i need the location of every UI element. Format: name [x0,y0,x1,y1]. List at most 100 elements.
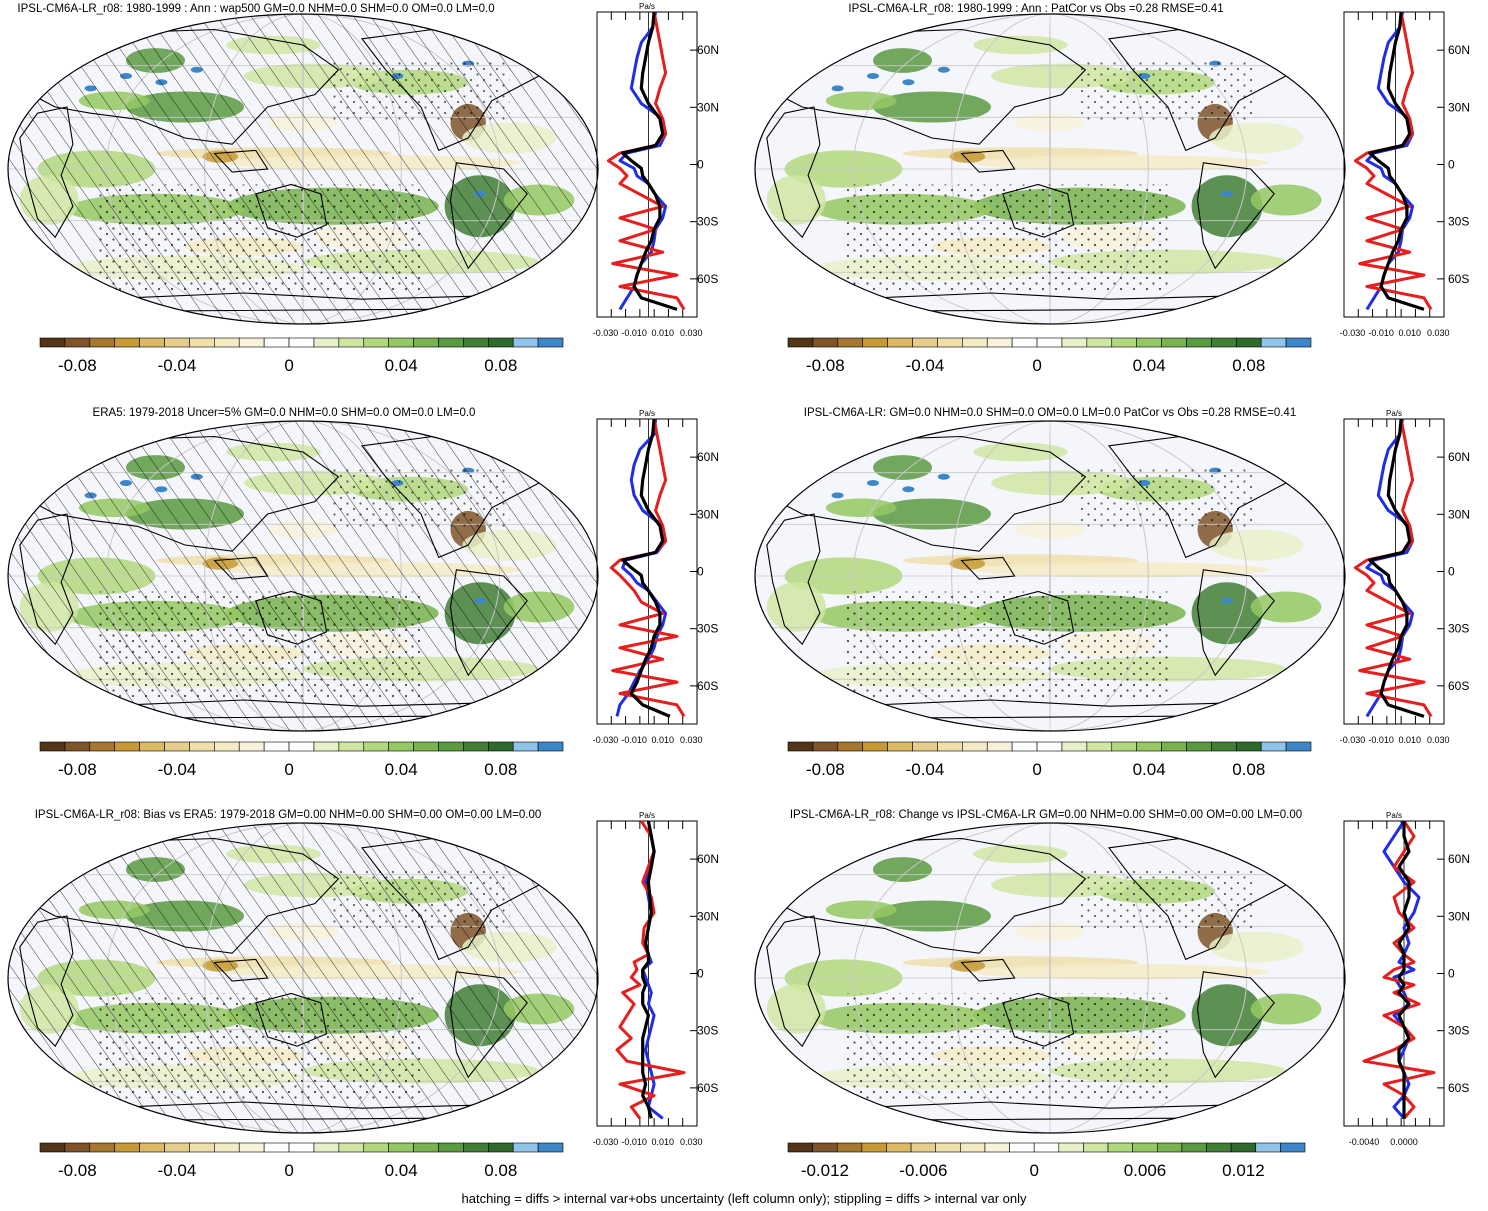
colorbar-box [139,741,165,752]
profile-lat-tick-label: 30N [1448,909,1470,923]
profile-lat-tick-label: 0 [1448,967,1455,981]
colorbar-box [1230,1142,1257,1153]
zonal-profile: Pa/s -0.030 -0.010 0.010 0.030 60N 30N 0 30S 60S [593,409,719,745]
colorbar-box [512,741,539,752]
profile-lat-tick-label: 30S [697,622,718,636]
panel-6: IPSL-CM6A-LR_r08: Change vs IPSL-CM6A-LR… [754,809,1470,1180]
field-anomaly [1221,597,1233,604]
colorbar-box [1206,1142,1232,1153]
map [755,823,1345,1133]
coastline [514,432,558,466]
field-anomaly [1014,922,1086,941]
profile-lat-tick-label: 60S [1448,272,1469,286]
profile-x-tick-label: -0.030 [1340,735,1366,745]
stippling [96,184,421,293]
colorbar-tick-label: 0.04 [1133,356,1166,375]
field-anomaly [1014,113,1086,132]
colorbar-box [114,741,140,752]
colorbar-tick-label: 0.04 [385,356,418,375]
field-anomaly [790,442,862,462]
colorbar-box [64,1142,91,1153]
colorbar-box [214,337,240,348]
field-anomaly [831,85,844,92]
colorbar-tick-label: -0.08 [58,760,97,779]
colorbar-box [1136,337,1162,348]
panel-title: IPSL-CM6A-LR_r08: 1980-1999 : Ann : wap5… [17,3,494,15]
colorbar-box [1285,337,1312,348]
colorbar-box [886,1142,912,1153]
colorbar-box [1181,1142,1207,1153]
profile-lat-tick-label: 30S [697,215,718,229]
colorbar-box [537,337,564,348]
colorbar-box [862,337,888,348]
colorbar-box [537,741,564,752]
colorbar-box [263,741,290,752]
colorbar-box [39,741,66,752]
colorbar-box [214,1142,240,1153]
colorbar-tick-label: 0.04 [1133,760,1166,779]
colorbar-box [1280,1142,1306,1153]
colorbar-box [787,741,814,752]
colorbar-box [1061,337,1088,348]
field-anomaly [1191,582,1263,645]
coastline [766,106,821,239]
stippling [332,467,510,530]
colorbar-tick-label: 0 [1032,356,1041,375]
colorbar-box [1061,741,1088,752]
colorbar-box [363,741,389,752]
colorbar-tick-label: -0.006 [899,1161,947,1180]
colorbar-box [1235,337,1262,348]
profile-x-tick-label: -0.010 [621,735,647,745]
colorbar-tick-label: -0.04 [158,1161,197,1180]
profile-x-tick-label: 0.030 [1427,735,1450,745]
map [755,421,1345,731]
stippling [843,993,1168,1102]
colorbar: -0.08 -0.04 0 0.04 0.08 [39,337,564,375]
panel-title: ERA5: 1979-2018 Uncer=5% GM=0.0 NHM=0.0 … [93,407,476,419]
colorbar-tick-label: 0.012 [1222,1161,1265,1180]
colorbar: -0.012 -0.006 0 0.006 0.012 [787,1142,1306,1180]
profile-line-model [1353,418,1433,718]
field-anomaly [831,492,844,499]
colorbar-box [937,337,963,348]
field-anomaly [766,175,826,225]
colorbar-box [1156,1142,1183,1153]
map [755,14,1345,324]
colorbar-box [413,337,439,348]
field-anomaly [1250,993,1322,1025]
colorbar-box [438,1142,464,1153]
field-anomaly [43,442,115,462]
colorbar-box [463,337,489,348]
colorbar-box [164,1142,190,1153]
colorbar-box [363,337,389,348]
colorbar-box [1161,741,1187,752]
field-anomaly [873,91,991,123]
stippling [1079,467,1257,530]
colorbar-box [1111,337,1137,348]
colorbar-box [164,741,190,752]
field-anomaly [873,857,932,882]
field-anomaly [902,486,915,493]
coastline [514,25,558,59]
profile-x-tick-label: 0.010 [651,328,674,338]
graticule-line [951,823,1149,1133]
field-anomaly [1191,984,1263,1047]
colorbar-box [39,1142,66,1153]
colorbar-box [1107,1142,1133,1153]
colorbar-box [1285,741,1312,752]
colorbar-box [64,741,91,752]
map-border [754,13,1346,325]
field-anomaly [973,844,1068,864]
field-anomaly [949,959,986,972]
field-anomaly [1014,520,1086,539]
colorbar-box [1260,337,1287,348]
colorbar-box [812,337,839,348]
profile-lat-tick-label: 60N [1448,852,1470,866]
stippling [332,60,510,123]
field-anomaly [873,48,932,73]
colorbar-tick-label: 0.006 [1124,1161,1167,1180]
profile-x-tick-label: 0.010 [1398,328,1421,338]
field-anomaly [949,150,986,163]
colorbar-box [787,1142,813,1153]
profile-line-model [609,418,686,718]
